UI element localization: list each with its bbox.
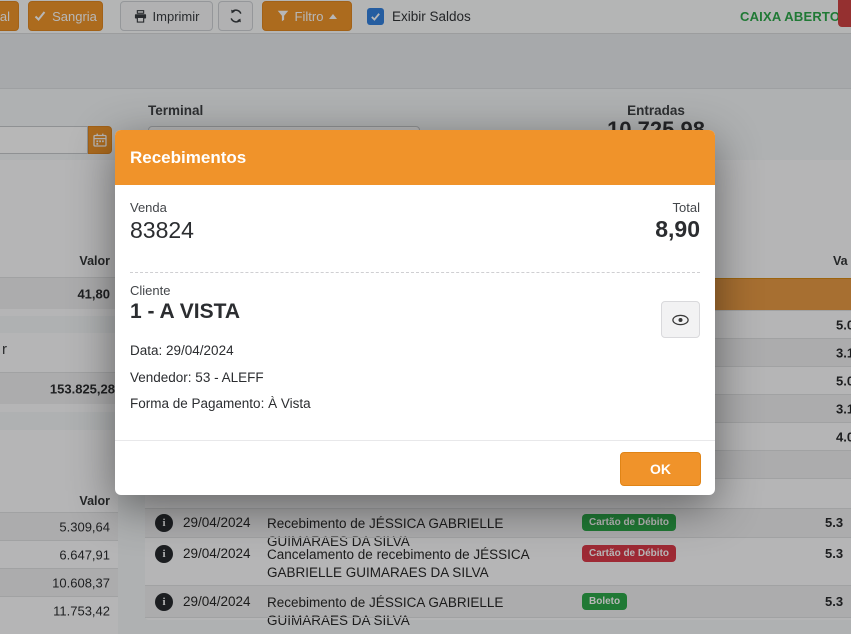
modal-footer: OK: [115, 440, 715, 496]
table-row[interactable]: i 29/04/2024 Cancelamento de recebimento…: [145, 537, 851, 585]
info-glyph: i: [162, 517, 166, 529]
modal-header: Recebimentos: [115, 130, 715, 185]
cell-value: 3.1: [836, 345, 851, 360]
table-row[interactable]: i 29/04/2024 Recebimento de JÉSSICA GABR…: [145, 508, 851, 549]
divider: [130, 272, 700, 273]
checkbox-check-icon: [370, 11, 381, 22]
filtro-button[interactable]: Filtro: [262, 1, 352, 31]
view-client-button[interactable]: [661, 301, 700, 338]
partial-left-button[interactable]: al: [0, 1, 19, 31]
left-summary-bottom-table: Valor 5.309,64 6.647,91 10.608,37 11.753…: [0, 430, 118, 634]
payment-method-badge: Boleto: [582, 593, 628, 610]
sangria-button-label: Sangria: [52, 8, 97, 24]
table-row[interactable]: 5.309,64: [0, 512, 118, 540]
check-icon: [34, 10, 46, 22]
table-row[interactable]: 6.647,91: [0, 540, 118, 568]
cell-value: 10.608,37: [52, 575, 110, 590]
table-row[interactable]: 11.753,42: [0, 596, 118, 624]
terminal-label: Terminal: [148, 103, 204, 118]
eye-icon: [672, 314, 689, 326]
info-icon[interactable]: i: [155, 514, 173, 532]
cell-value: 153.825,28: [49, 381, 115, 396]
date-input[interactable]: [0, 126, 88, 154]
cell-value: 41,80: [77, 286, 110, 301]
partial-right-red-button[interactable]: [838, 0, 851, 27]
refresh-button[interactable]: [218, 1, 253, 31]
info-glyph: i: [162, 548, 166, 560]
receipt-date: 29/04/2024: [183, 546, 251, 561]
partial-left-button-label: al: [0, 8, 10, 24]
vendedor-line: Vendedor: 53 - ALEFF: [130, 370, 264, 385]
caixa-status-badge: CAIXA ABERTO: [740, 9, 841, 24]
cliente-value: 1 - A VISTA: [130, 300, 241, 323]
imprimir-button-label: Imprimir: [152, 8, 200, 24]
cell-value: 4.0: [836, 429, 851, 444]
cliente-label: Cliente: [130, 283, 171, 298]
left-summary-middle-table: r 153.825,28: [0, 333, 118, 412]
sangria-button[interactable]: Sangria: [28, 1, 103, 31]
cell-value: 3.1: [836, 401, 851, 416]
table-row[interactable]: 153.825,28: [0, 372, 118, 404]
cell-value: 5.3: [825, 515, 844, 530]
filtro-button-label: Filtro: [294, 8, 324, 24]
receipt-description: Recebimento de JÉSSICA GABRIELLE GUIMARA…: [267, 595, 504, 628]
caret-up-icon: [329, 13, 338, 19]
info-icon[interactable]: i: [155, 545, 173, 563]
imprimir-button[interactable]: Imprimir: [120, 1, 213, 31]
forma-pagamento-line: Forma de Pagamento: À Vista: [130, 396, 311, 411]
total-value: 8,90: [655, 216, 700, 242]
left-bottom-valor-header: Valor: [79, 494, 110, 508]
info-glyph: i: [162, 596, 166, 608]
receipt-date: 29/04/2024: [183, 594, 251, 609]
printer-icon: [134, 9, 147, 23]
info-icon[interactable]: i: [155, 593, 173, 611]
exibir-saldos-label[interactable]: Exibir Saldos: [392, 9, 471, 24]
cell-value: 6.647,91: [59, 547, 110, 562]
receipts-valor-header: Va: [833, 254, 848, 268]
left-summary-top-table: Valor 41,80: [0, 160, 118, 316]
cell-value: 11.753,42: [53, 603, 110, 618]
cell-value: 5.3: [825, 594, 844, 609]
calendar-button[interactable]: [88, 126, 112, 154]
payment-method-badge: Cartão de Débito: [582, 545, 677, 562]
payment-method-badge: Cartão de Débito: [582, 514, 677, 531]
ok-button[interactable]: OK: [620, 452, 701, 486]
exibir-saldos-checkbox[interactable]: [367, 8, 384, 25]
total-label: Total: [672, 200, 700, 215]
table-bottom-border: [145, 617, 851, 620]
table-row[interactable]: 10.608,37: [0, 568, 118, 596]
data-line: Data: 29/04/2024: [130, 343, 234, 358]
cell-value: 5.0: [836, 317, 851, 332]
receipt-date: 29/04/2024: [183, 515, 251, 530]
recebimentos-modal: Recebimentos Venda 83824 Total 8,90 Clie…: [115, 130, 715, 495]
filter-icon: [277, 10, 289, 22]
toolbar: al Sangria Imprimir: [0, 0, 851, 34]
table-row[interactable]: 41,80: [0, 277, 118, 309]
calendar-icon: [93, 133, 107, 147]
venda-label: Venda: [130, 200, 167, 215]
ok-button-label: OK: [650, 461, 671, 477]
modal-title: Recebimentos: [130, 147, 247, 167]
partial-section-heading: r: [2, 341, 7, 358]
cell-value: 5.309,64: [59, 519, 110, 534]
receipt-description: Cancelamento de recebimento de JÉSSICA G…: [267, 547, 529, 580]
refresh-icon: [229, 9, 243, 23]
left-top-valor-header: Valor: [79, 254, 110, 268]
cell-value: 5.3: [825, 546, 844, 561]
table-row[interactable]: i 29/04/2024 Recebimento de JÉSSICA GABR…: [145, 585, 851, 628]
entradas-label: Entradas: [627, 103, 685, 118]
venda-value: 83824: [130, 217, 194, 243]
cell-value: 5.0: [836, 373, 851, 388]
